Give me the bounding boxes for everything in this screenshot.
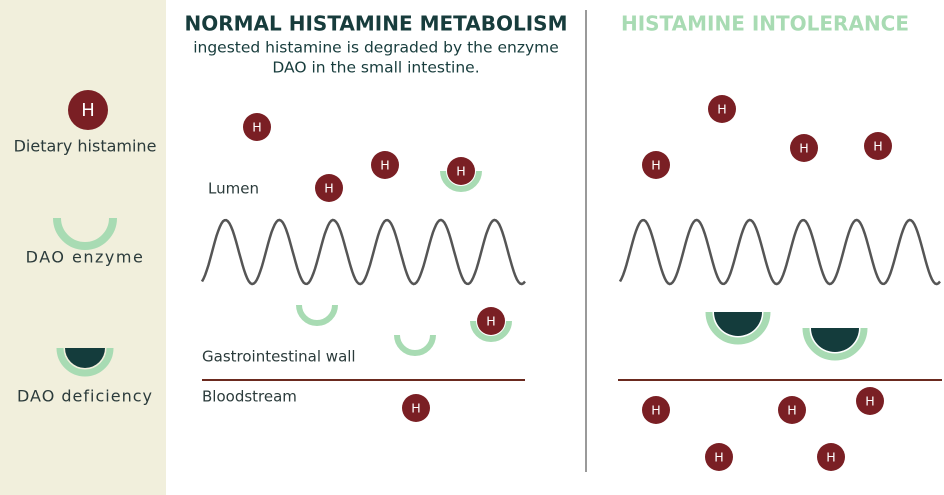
histamine-symbol: H	[651, 403, 660, 418]
bloodstream-label: Bloodstream	[202, 388, 297, 406]
legend-label: Dietary histamine	[14, 137, 157, 156]
intestinal-wall	[618, 218, 941, 286]
dao-enzyme	[53, 217, 117, 250]
dao-enzyme	[470, 320, 512, 342]
histamine-symbol: H	[865, 394, 874, 409]
subtitle-line: DAO in the small intestine.	[272, 59, 479, 77]
histamine	[790, 134, 818, 162]
histamine	[68, 90, 108, 130]
histamine	[315, 174, 343, 202]
histamine-symbol: H	[456, 164, 465, 179]
histamine-symbol: H	[787, 403, 796, 418]
intestinal-wall	[200, 218, 526, 286]
histamine	[856, 387, 884, 415]
histamine-symbol: H	[380, 158, 389, 173]
histamine-symbol: H	[826, 450, 835, 465]
histamine-symbol: H	[324, 181, 333, 196]
histamine	[402, 394, 430, 422]
histamine	[642, 151, 670, 179]
dao-deficient	[65, 348, 105, 368]
intolerance-title: HISTAMINE INTOLERANCE	[621, 12, 909, 36]
histamine	[705, 443, 733, 471]
dao-enzyme	[440, 170, 482, 192]
lumen-label: Lumen	[208, 180, 259, 198]
histamine	[642, 396, 670, 424]
dao-deficient	[714, 312, 762, 336]
histamine-symbol: H	[81, 100, 95, 121]
legend-label: DAO enzyme	[26, 248, 145, 267]
dao-enzyme	[296, 304, 338, 326]
dao-enzyme	[802, 327, 868, 361]
histamine-symbol: H	[411, 401, 420, 416]
dao-enzyme	[56, 347, 114, 377]
histamine	[817, 443, 845, 471]
dao-deficient	[811, 328, 859, 352]
histamine-symbol: H	[486, 314, 495, 329]
histamine-symbol: H	[252, 120, 261, 135]
histamine	[778, 396, 806, 424]
subtitle-line: ingested histamine is degraded by the en…	[193, 39, 559, 57]
histamine-symbol: H	[651, 158, 660, 173]
legend-label: DAO deficiency	[17, 387, 153, 406]
histamine	[864, 132, 892, 160]
histamine	[477, 307, 505, 335]
histamine	[447, 157, 475, 185]
histamine-symbol: H	[873, 139, 882, 154]
histamine	[708, 95, 736, 123]
dao-enzyme	[705, 311, 771, 345]
histamine	[371, 151, 399, 179]
histamine-symbol: H	[717, 102, 726, 117]
dao-enzyme	[394, 334, 436, 356]
histamine-symbol: H	[714, 450, 723, 465]
histamine	[243, 113, 271, 141]
wall-label: Gastrointestinal wall	[202, 348, 356, 366]
normal-title: NORMAL HISTAMINE METABOLISM	[185, 12, 568, 36]
histamine-symbol: H	[799, 141, 808, 156]
